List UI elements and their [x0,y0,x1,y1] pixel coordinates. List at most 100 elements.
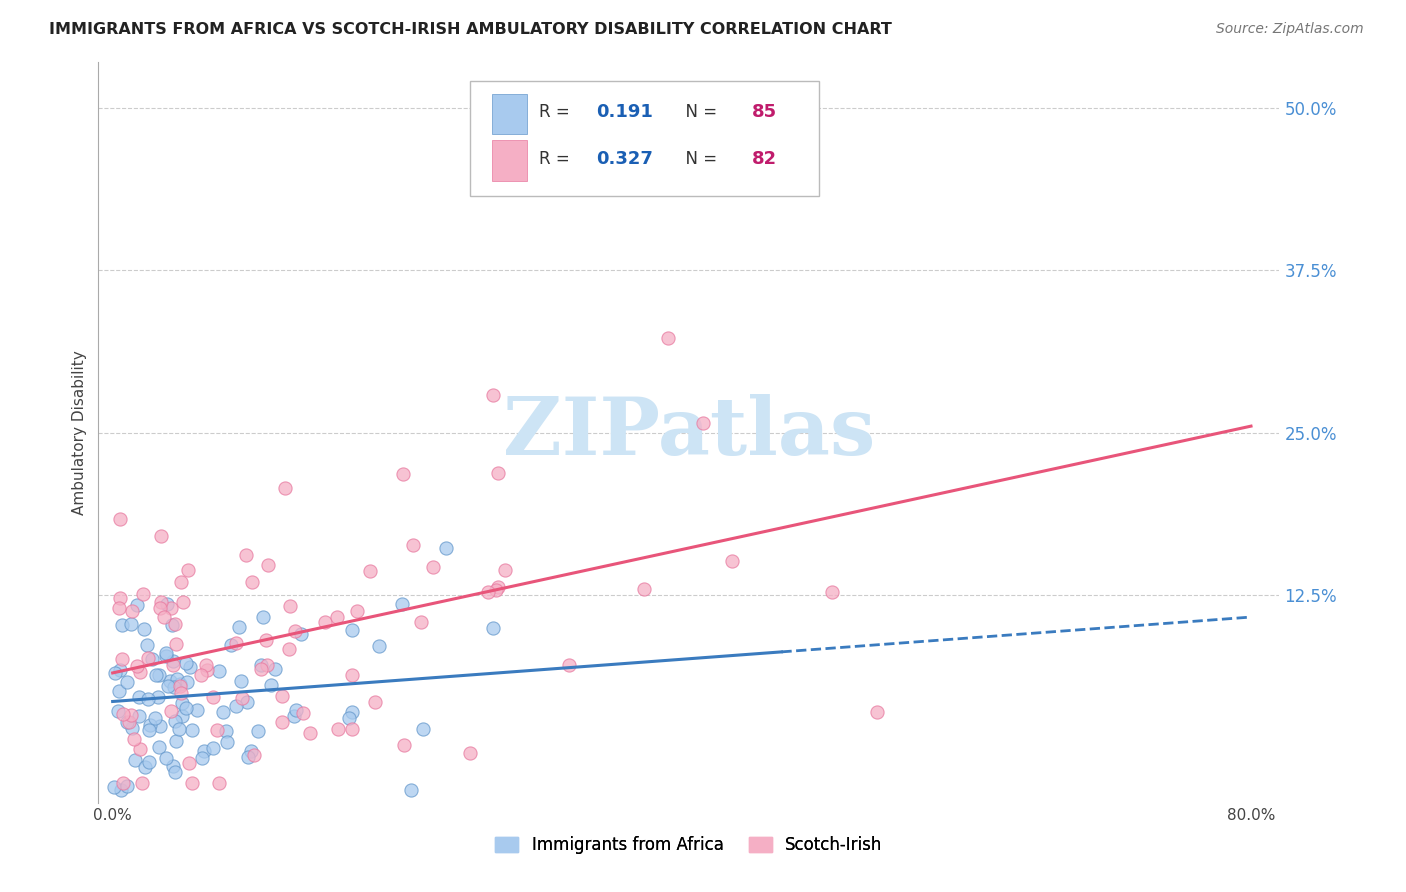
Immigrants from Africa [155,648,177,663]
Scotch-Irish [401,538,423,552]
Text: 85: 85 [752,103,776,121]
Immigrants from Africa [228,620,250,634]
Scotch-Irish [326,723,349,737]
Immigrants from Africa [165,714,187,728]
Immigrants from Africa [176,656,198,670]
Immigrants from Africa [108,663,131,677]
Immigrants from Africa [115,715,138,730]
Scotch-Irish [179,756,201,770]
Scotch-Irish [477,584,499,599]
Immigrants from Africa [283,709,305,723]
Immigrants from Africa [149,719,172,733]
Scotch-Irish [257,558,280,573]
Immigrants from Africa [104,666,127,681]
Immigrants from Africa [285,703,308,717]
Scotch-Irish [205,723,228,738]
Scotch-Irish [108,512,131,526]
Scotch-Irish [256,658,278,673]
Scotch-Irish [326,609,349,624]
Scotch-Irish [359,565,381,579]
Immigrants from Africa [148,668,170,682]
Immigrants from Africa [340,624,363,638]
Scotch-Irish [128,741,150,756]
Immigrants from Africa [155,751,177,765]
Scotch-Irish [131,776,153,790]
Immigrants from Africa [166,672,188,686]
Scotch-Irish [314,615,336,629]
Scotch-Irish [278,599,301,613]
Immigrants from Africa [436,541,458,555]
Scotch-Irish [122,732,145,747]
Scotch-Irish [128,665,150,680]
Immigrants from Africa [135,638,157,652]
Immigrants from Africa [148,740,170,755]
Scotch-Irish [149,601,172,615]
Immigrants from Africa [139,718,162,732]
Scotch-Irish [180,776,202,790]
Scotch-Irish [821,585,844,599]
Immigrants from Africa [191,751,214,765]
Scotch-Irish [132,587,155,601]
Scotch-Irish [121,604,143,618]
Immigrants from Africa [111,618,134,632]
Immigrants from Africa [215,724,238,739]
Immigrants from Africa [117,779,139,793]
Scotch-Irish [195,657,218,672]
Immigrants from Africa [368,640,391,654]
Immigrants from Africa [157,679,180,693]
Scotch-Irish [152,610,174,624]
Immigrants from Africa [180,723,202,737]
Scotch-Irish [159,600,181,615]
Scotch-Irish [298,726,321,740]
Scotch-Irish [458,746,481,760]
Immigrants from Africa [115,675,138,690]
Immigrants from Africa [162,654,184,668]
Immigrants from Africa [340,706,363,720]
Scotch-Irish [284,624,307,639]
Scotch-Irish [394,738,416,752]
Immigrants from Africa [211,705,233,719]
Text: 82: 82 [752,150,776,168]
Immigrants from Africa [138,723,160,737]
Immigrants from Africa [108,684,131,698]
Immigrants from Africa [136,692,159,706]
Text: 0.327: 0.327 [596,150,652,168]
Scotch-Irish [494,563,516,577]
Immigrants from Africa [236,750,259,764]
Immigrants from Africa [120,617,142,632]
Immigrants from Africa [208,664,231,678]
Immigrants from Africa [143,711,166,725]
Immigrants from Africa [103,780,125,794]
Scotch-Irish [270,714,292,729]
Scotch-Irish [250,662,273,676]
Immigrants from Africa [132,622,155,636]
Immigrants from Africa [155,646,177,660]
Scotch-Irish [172,595,194,609]
Immigrants from Africa [134,760,156,774]
Immigrants from Africa [124,753,146,767]
Immigrants from Africa [179,660,201,674]
Text: Source: ZipAtlas.com: Source: ZipAtlas.com [1216,22,1364,37]
Text: N =: N = [675,103,723,121]
Scotch-Irish [162,658,184,673]
Scotch-Irish [107,600,129,615]
FancyBboxPatch shape [471,81,818,195]
Immigrants from Africa [138,755,160,769]
Immigrants from Africa [167,722,190,736]
Scotch-Irish [202,690,225,704]
Immigrants from Africa [186,702,208,716]
Immigrants from Africa [221,639,243,653]
Immigrants from Africa [201,741,224,756]
Immigrants from Africa [337,711,360,725]
Immigrants from Africa [162,759,184,773]
Immigrants from Africa [252,610,274,624]
Text: IMMIGRANTS FROM AFRICA VS SCOTCH-IRISH AMBULATORY DISABILITY CORRELATION CHART: IMMIGRANTS FROM AFRICA VS SCOTCH-IRISH A… [49,22,891,37]
Immigrants from Africa [225,698,247,713]
Scotch-Irish [149,595,172,609]
Scotch-Irish [177,563,200,577]
Immigrants from Africa [401,782,423,797]
Bar [492,140,527,181]
Scotch-Irish [195,663,218,677]
Immigrants from Africa [247,724,270,739]
Scotch-Irish [278,642,301,657]
